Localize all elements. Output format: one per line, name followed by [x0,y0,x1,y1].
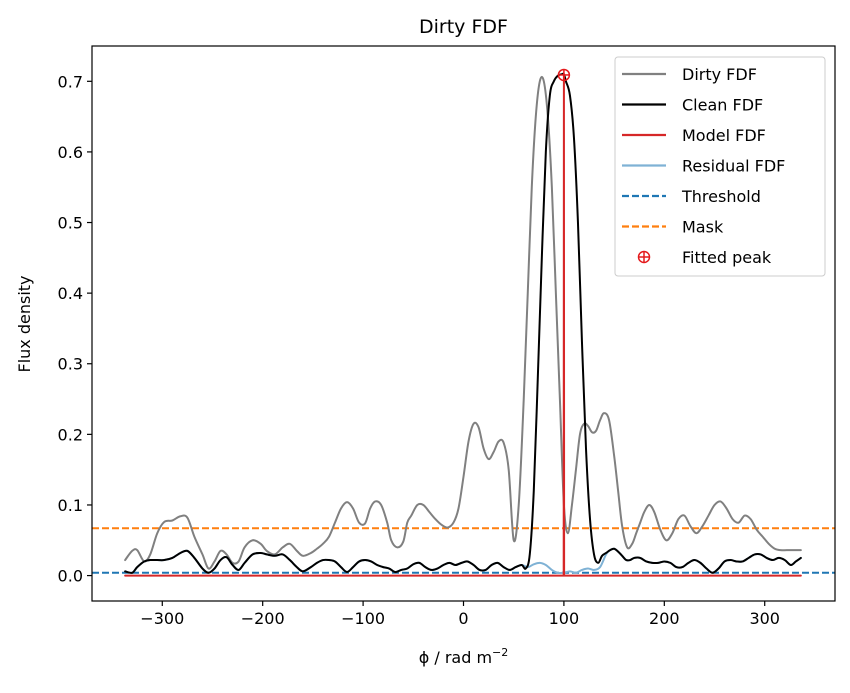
legend-box [614,56,826,277]
y-tick-label: 0.7 [58,72,83,91]
x-tick-label: −100 [341,609,385,628]
legend-label: Dirty FDF [682,65,757,84]
y-tick-label: 0.4 [58,284,83,303]
x-axis-label-exponent: −2 [492,646,508,659]
series-layer [92,68,835,577]
legend-item-model-fdf: Model FDF [622,126,766,145]
y-tick-label: 0.1 [58,496,83,515]
legend-item-threshold: Threshold [622,187,761,206]
x-tick-label: 200 [649,609,680,628]
y-tick-label: 0.3 [58,355,83,374]
y-tick-label: 0.5 [58,214,83,233]
legend-label: Model FDF [682,126,766,145]
x-tick-label: −200 [241,609,285,628]
legend-label: Mask [682,218,724,237]
legend-item-dirty-fdf: Dirty FDF [622,65,757,84]
x-axis-label-text: ϕ / rad m [419,648,492,667]
x-axis: −300 −200 −100 0 100 200 300 [140,601,780,628]
legend-item-fitted-peak: Fitted peak [637,248,772,267]
x-tick-label: 0 [458,609,468,628]
legend-label: Fitted peak [682,248,772,267]
legend: Dirty FDF Clean FDF Model FDF Residual FDF T… [614,56,826,277]
x-tick-label: 300 [749,609,780,628]
y-axis: 0.0 0.1 0.2 0.3 0.4 0.5 0.6 0.7 [58,72,92,586]
fitted-peak-marker [557,68,571,82]
x-tick-label: −300 [140,609,184,628]
legend-item-mask: Mask [622,218,724,237]
legend-item-clean-fdf: Clean FDF [622,96,763,115]
legend-label: Residual FDF [682,157,785,176]
x-axis-label: ϕ / rad m−2 [419,646,509,667]
y-tick-label: 0.2 [58,425,83,444]
legend-item-residual-fdf: Residual FDF [622,157,785,176]
legend-label: Threshold [681,187,761,206]
y-tick-label: 0.0 [58,567,83,586]
chart-title: Dirty FDF [419,16,508,38]
y-tick-label: 0.6 [58,143,83,162]
x-tick-label: 100 [549,609,580,628]
legend-label: Clean FDF [682,96,763,115]
series-dirty-fdf-line [124,75,802,570]
series-clean-fdf-line [124,72,802,574]
y-axis-label: Flux density [15,275,34,372]
